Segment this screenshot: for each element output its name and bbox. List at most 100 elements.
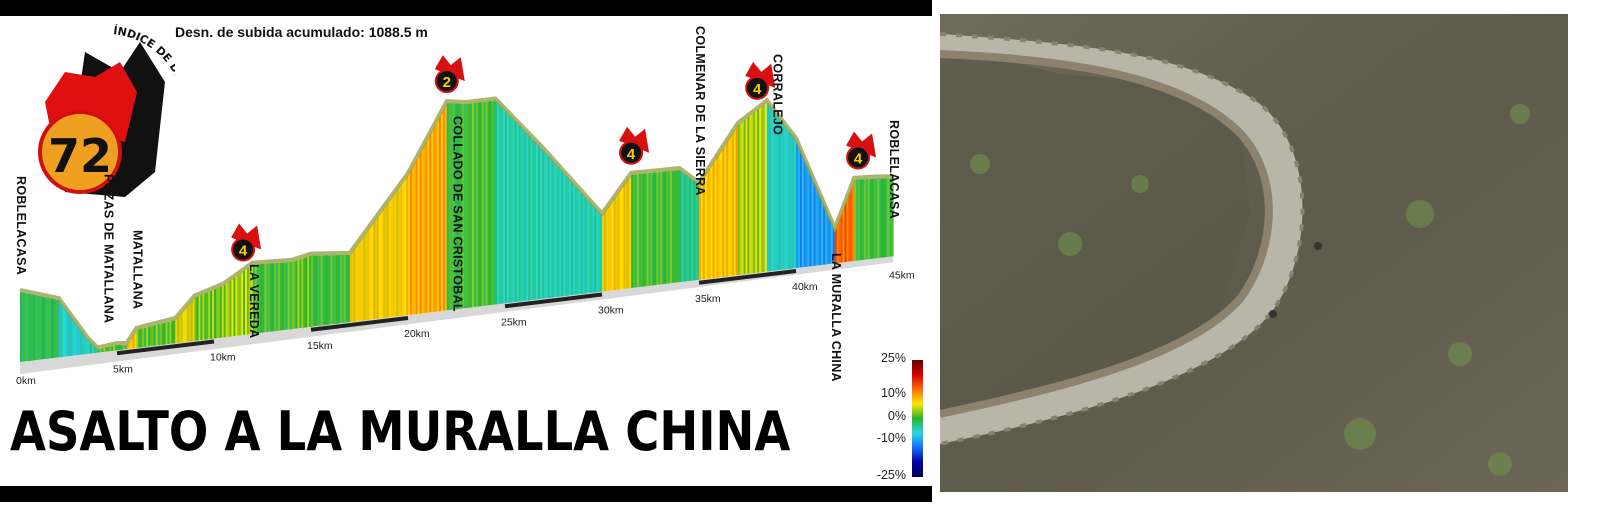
- profile-segment: [400, 182, 403, 316]
- profile-segment: [683, 172, 687, 282]
- profile-segment: [353, 246, 357, 322]
- profile-segment: [479, 102, 483, 307]
- profile-segment: [473, 102, 477, 308]
- profile-segment: [417, 153, 421, 314]
- climb-badge: [619, 140, 644, 165]
- profile-segment: [677, 170, 681, 283]
- profile-segment: [138, 328, 141, 348]
- profile-segment: [196, 296, 200, 341]
- profile-segment: [475, 102, 479, 307]
- profile-segment: [516, 122, 520, 302]
- profile-segment: [574, 185, 578, 295]
- profile-segment: [543, 150, 547, 299]
- profile-segment: [613, 196, 617, 291]
- profile-segment: [390, 196, 394, 318]
- profile-segment: [181, 311, 184, 343]
- profile-segment: [194, 296, 198, 341]
- bottom-band: [0, 486, 932, 502]
- profile-segment: [503, 108, 506, 304]
- profile-segment: [312, 255, 316, 327]
- profile-segment: [485, 101, 489, 306]
- profile-segment: [848, 189, 851, 262]
- profile-segment: [499, 104, 502, 304]
- profile-segment: [799, 149, 803, 268]
- profile-segment: [846, 194, 849, 262]
- profile-segment: [689, 177, 692, 281]
- profile-segment: [442, 106, 446, 311]
- profile-segment: [330, 255, 333, 325]
- profile-segment: [520, 126, 524, 302]
- profile-segment: [338, 255, 341, 324]
- profile-segment: [295, 259, 299, 329]
- profile-segment: [656, 172, 659, 285]
- profile-segment: [97, 348, 101, 353]
- profile-segment: [493, 100, 496, 305]
- profile-segment: [433, 124, 436, 312]
- profile-segment: [198, 295, 202, 341]
- profile-segment: [184, 306, 188, 343]
- profile-segment: [557, 165, 560, 297]
- profile-segment: [487, 101, 491, 306]
- profile-segment: [879, 178, 882, 258]
- profile-segment: [136, 329, 139, 348]
- profile-segment: [324, 255, 328, 326]
- profile-segment: [481, 101, 485, 307]
- climb-category: 4: [854, 151, 863, 168]
- profile-segment: [177, 315, 180, 343]
- profile-segment: [206, 291, 209, 340]
- profile-segment: [708, 166, 712, 279]
- profile-segment: [396, 188, 399, 317]
- scale-tick: 25%: [880, 351, 906, 365]
- profile-segment: [149, 325, 153, 347]
- profile-segment: [343, 254, 347, 323]
- profile-segment: [530, 136, 533, 301]
- profile-segment: [287, 262, 291, 330]
- profile-segment: [666, 171, 669, 284]
- profile-segment: [361, 236, 364, 321]
- difficulty-logo: 72 ÍNDICE DE DIFICULTAD: [38, 24, 175, 197]
- profile-segment: [148, 326, 151, 347]
- profile-segment: [37, 295, 40, 360]
- profile-segment: [87, 339, 91, 354]
- profile-segment: [462, 103, 465, 309]
- profile-segment: [52, 298, 56, 359]
- profile-segment: [710, 163, 714, 279]
- profile-segment: [171, 320, 174, 344]
- profile-segment: [409, 167, 413, 315]
- profile-segment: [731, 131, 735, 276]
- profile-segment: [584, 196, 588, 294]
- profile-segment: [662, 171, 665, 285]
- profile-segment: [881, 178, 884, 258]
- profile-segment: [852, 179, 855, 262]
- profile-segment: [733, 128, 737, 276]
- profile-segment: [586, 198, 590, 294]
- profile-segment: [561, 170, 564, 297]
- place-label: POZAS DE MATALLANA: [101, 174, 116, 324]
- profile-segment: [248, 265, 252, 335]
- profile-segment: [435, 121, 438, 312]
- profile-segment: [739, 122, 743, 275]
- profile-segment: [553, 161, 557, 298]
- profile-segment: [567, 176, 570, 296]
- profile-segment: [470, 103, 473, 308]
- profile-segment: [380, 209, 384, 319]
- profile-segment: [603, 210, 607, 292]
- profile-segment: [834, 225, 838, 264]
- profile-segment: [446, 103, 450, 311]
- profile-segment: [35, 295, 39, 361]
- profile-segment: [865, 178, 869, 260]
- profile-segment: [889, 178, 892, 257]
- profile-segment: [594, 206, 597, 293]
- profile-segment: [619, 188, 622, 290]
- profile-segment: [415, 157, 419, 315]
- profile-segment: [378, 212, 382, 319]
- profile-segment: [413, 160, 417, 315]
- profile-segment: [305, 256, 308, 328]
- profile-segment: [813, 180, 816, 266]
- profile-segment: [863, 179, 867, 260]
- x-tick-label: 25km: [501, 316, 527, 328]
- profile-segment: [743, 118, 747, 275]
- profile-segment: [175, 317, 178, 344]
- profile-segment: [219, 286, 223, 338]
- profile-segment: [570, 180, 574, 296]
